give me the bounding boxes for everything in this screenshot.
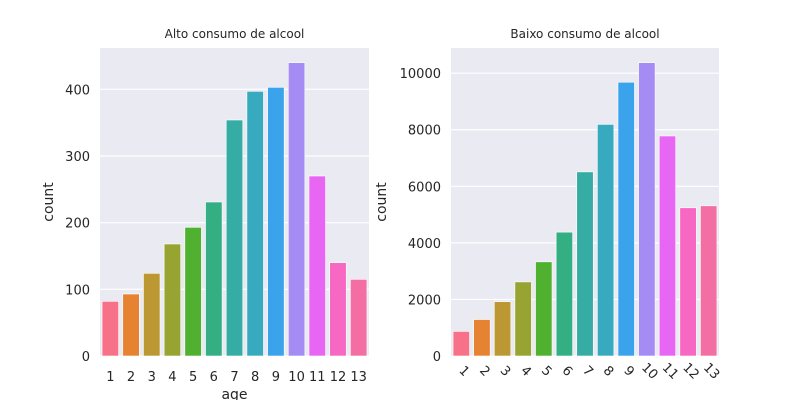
y-tick-label: 300 bbox=[65, 150, 90, 165]
bar bbox=[287, 62, 306, 357]
x-tick-label: 4 bbox=[168, 370, 176, 385]
y-tick-label: 4000 bbox=[408, 237, 441, 252]
y-tick-label: 2000 bbox=[408, 293, 441, 308]
x-tick-label: 3 bbox=[148, 370, 156, 385]
bar bbox=[658, 135, 677, 357]
x-tick-label: 12 bbox=[330, 370, 347, 385]
bar bbox=[246, 91, 264, 357]
x-tick-label: 4 bbox=[517, 363, 533, 379]
bar bbox=[101, 301, 119, 357]
y-ticks: 0 2000 4000 6000 8000 10000 bbox=[400, 67, 441, 365]
bars bbox=[101, 62, 368, 357]
x-tick-label: 8 bbox=[600, 363, 616, 379]
bar bbox=[225, 119, 244, 357]
x-tick-label: 10 bbox=[638, 360, 660, 382]
bar bbox=[679, 207, 697, 357]
x-tick-label: 7 bbox=[230, 370, 238, 385]
bar bbox=[452, 331, 470, 357]
x-tick-label: 12 bbox=[679, 360, 701, 382]
bar bbox=[514, 281, 532, 357]
bar bbox=[163, 243, 181, 357]
x-tick-label: 6 bbox=[210, 370, 218, 385]
bar bbox=[617, 81, 635, 357]
bar bbox=[638, 62, 656, 357]
y-tick-label: 200 bbox=[65, 217, 90, 232]
chart-title: Baixo consumo de alcool bbox=[510, 27, 659, 41]
bar bbox=[329, 262, 347, 357]
x-tick-label: 10 bbox=[288, 370, 305, 385]
x-tick-label: 3 bbox=[497, 363, 513, 379]
x-tick-label: 1 bbox=[456, 363, 472, 379]
x-tick-label: 5 bbox=[538, 363, 554, 379]
bar bbox=[205, 201, 223, 357]
bar bbox=[597, 124, 615, 357]
bar bbox=[576, 171, 594, 357]
bar bbox=[555, 231, 573, 357]
x-tick-label: 6 bbox=[559, 363, 575, 379]
x-tick-label: 8 bbox=[251, 370, 259, 385]
y-tick-label: 6000 bbox=[408, 180, 441, 195]
y-tick-label: 8000 bbox=[408, 124, 441, 139]
bar bbox=[350, 279, 368, 357]
y-tick-label: 400 bbox=[65, 83, 90, 98]
y-tick-label: 0 bbox=[82, 350, 90, 365]
bar bbox=[473, 319, 491, 357]
y-axis-label: count bbox=[374, 182, 390, 222]
bar bbox=[122, 293, 140, 357]
chart-title: Alto consumo de alcool bbox=[165, 27, 305, 41]
y-axis-label: count bbox=[41, 182, 57, 222]
bar bbox=[700, 205, 718, 357]
bar bbox=[308, 175, 326, 357]
x-tick-label: 2 bbox=[127, 370, 135, 385]
y-tick-label: 10000 bbox=[400, 67, 441, 82]
x-tick-label: 2 bbox=[476, 363, 492, 379]
x-axis-label: age bbox=[221, 387, 247, 400]
y-ticks: 0 100 200 300 400 bbox=[65, 83, 90, 365]
x-tick-label: 11 bbox=[309, 370, 326, 385]
x-tick-label: 5 bbox=[189, 370, 197, 385]
bars bbox=[452, 62, 718, 357]
x-tick-label: 1 bbox=[106, 370, 114, 385]
x-tick-label: 9 bbox=[272, 370, 280, 385]
x-tick-label: 13 bbox=[700, 360, 722, 382]
x-tick-label: 9 bbox=[620, 363, 636, 379]
y-tick-label: 100 bbox=[65, 283, 90, 298]
bar bbox=[493, 301, 512, 357]
x-tick-label: 7 bbox=[579, 363, 595, 379]
y-tick-label: 0 bbox=[433, 350, 441, 365]
bar bbox=[267, 87, 285, 357]
bar bbox=[184, 227, 202, 357]
x-tick-label: 13 bbox=[350, 370, 367, 385]
bar bbox=[143, 273, 161, 357]
x-tick-label: 11 bbox=[659, 360, 681, 382]
bar bbox=[535, 261, 553, 357]
